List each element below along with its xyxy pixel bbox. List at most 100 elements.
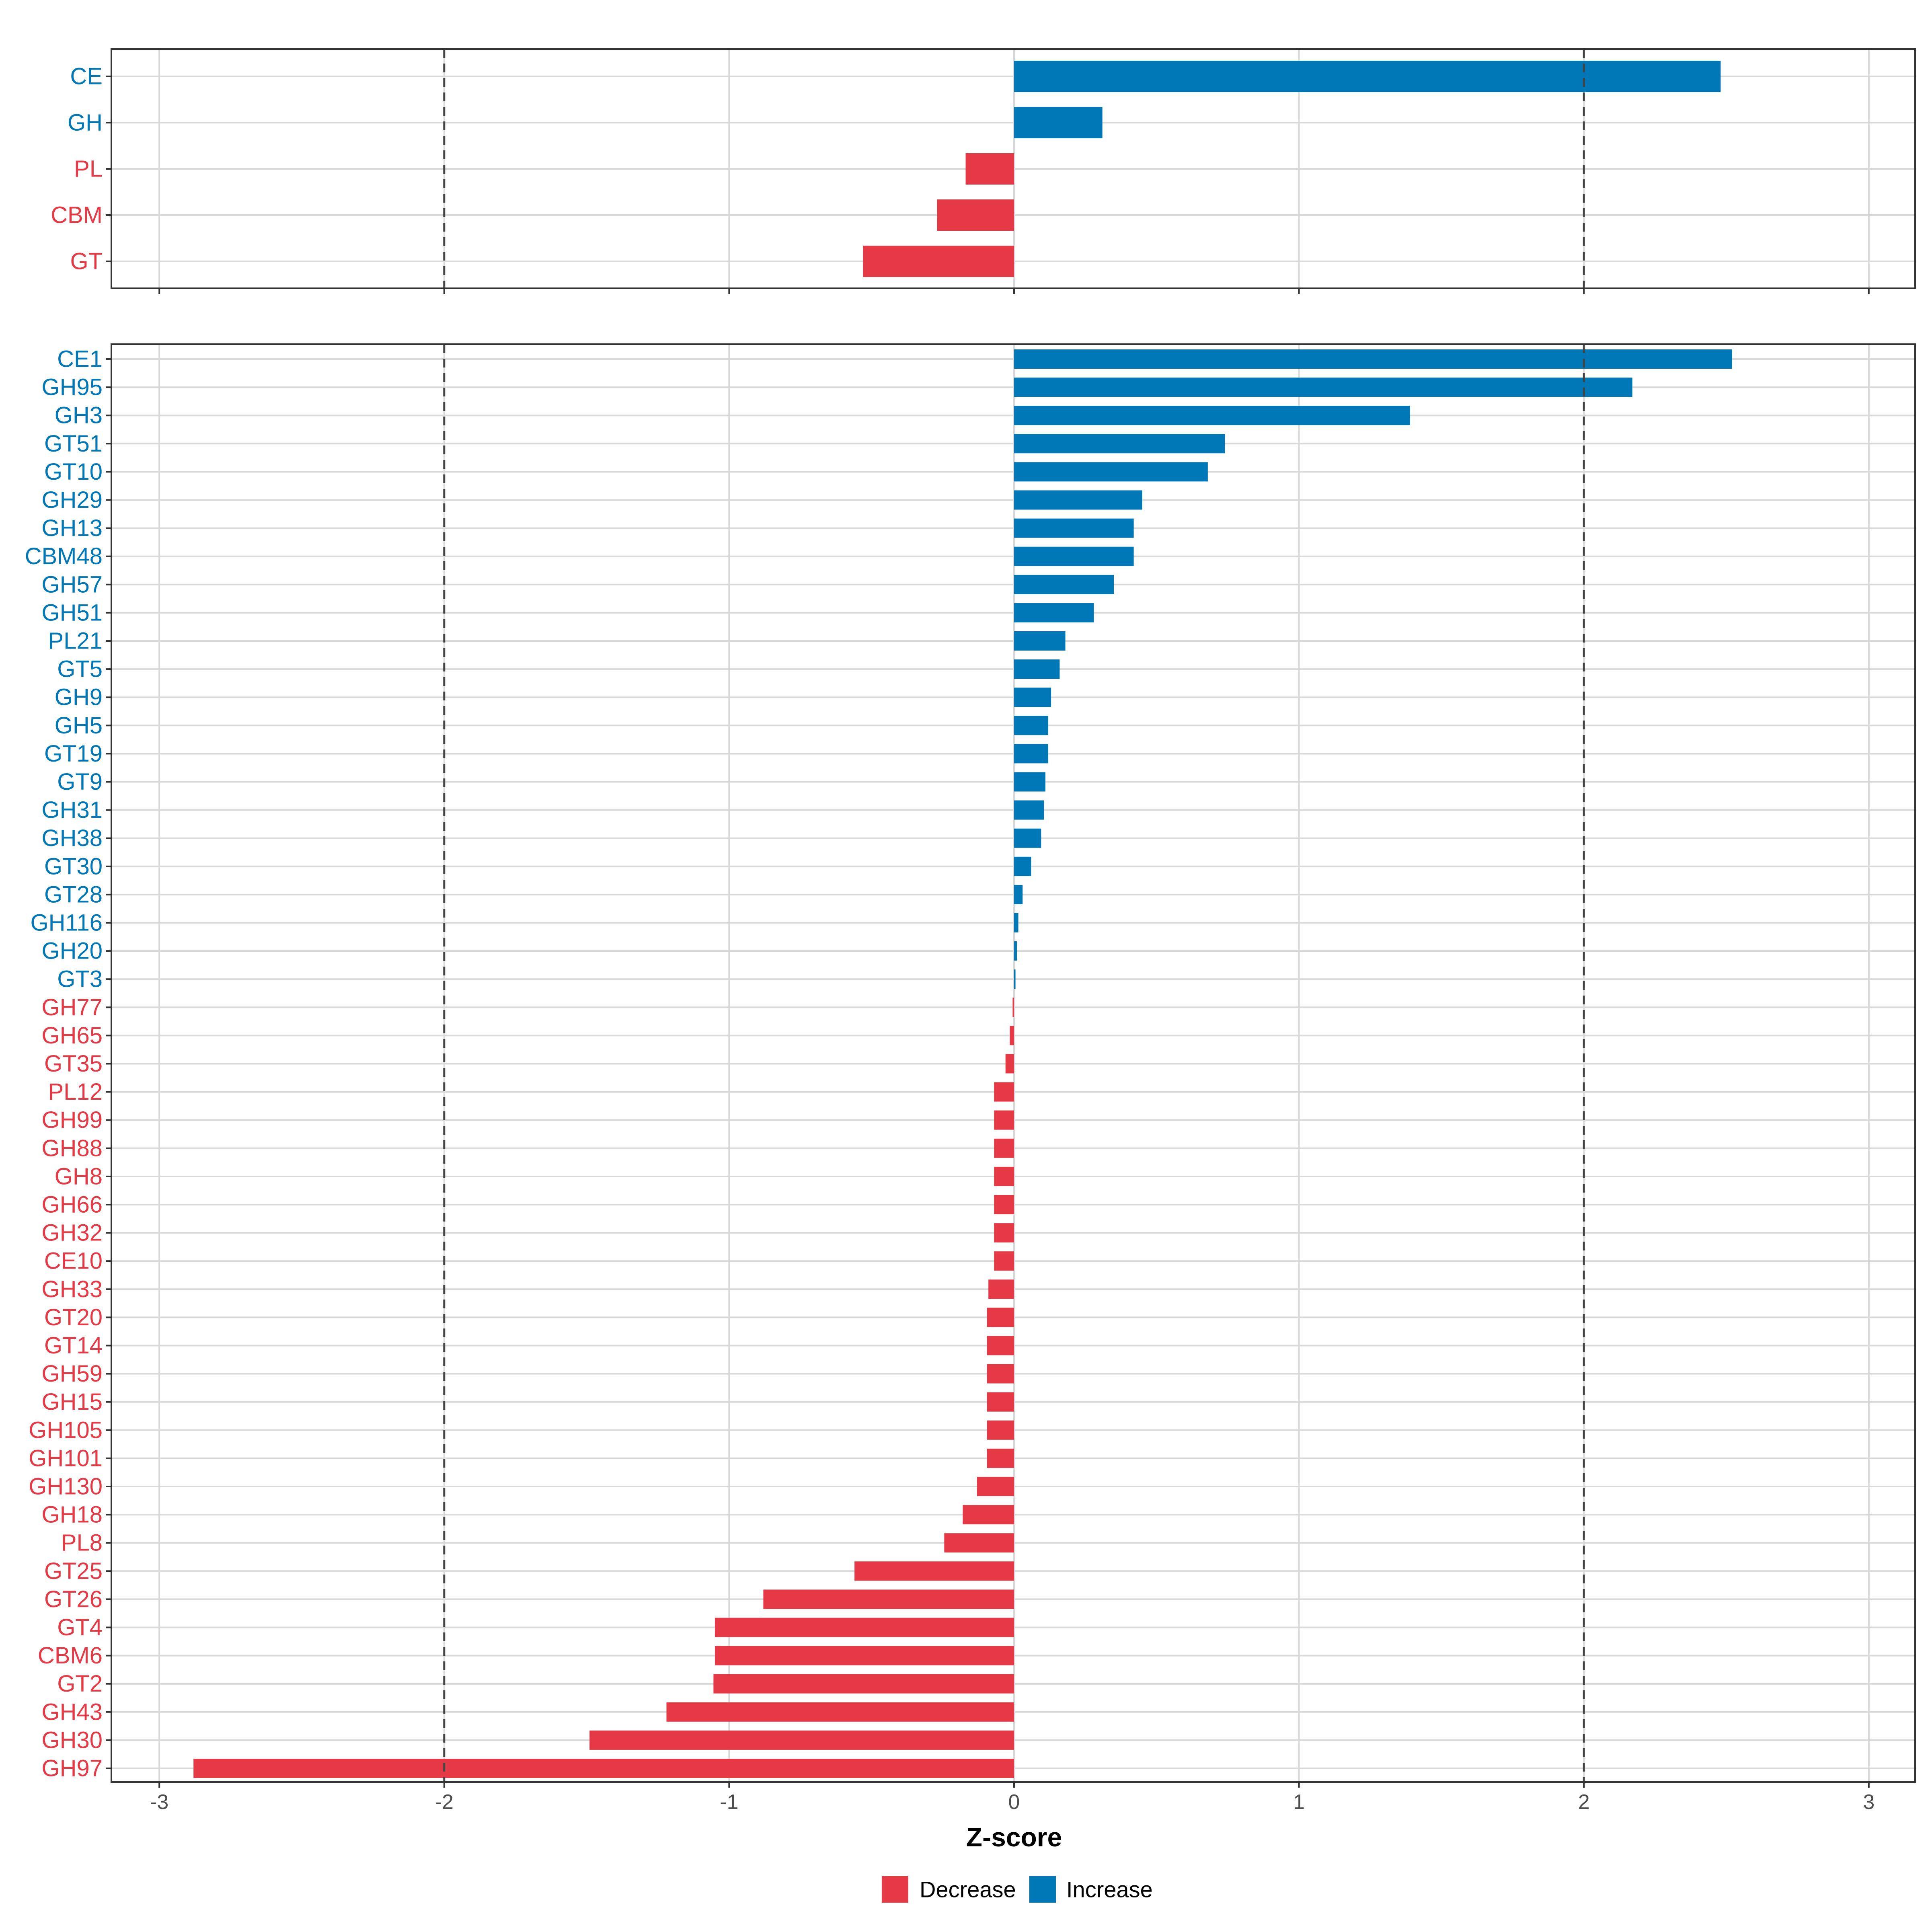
x-tick-label: -3	[150, 1790, 168, 1814]
x-axis-title: Z-score	[966, 1822, 1062, 1852]
bar-gt10	[1014, 462, 1208, 481]
bar-cbm6	[715, 1646, 1014, 1665]
bar-gh33	[988, 1279, 1014, 1299]
bar-gh95	[1014, 378, 1632, 397]
bar-gt	[863, 246, 1014, 277]
category-label-gh51: GH51	[41, 600, 103, 626]
bar-gh15	[987, 1392, 1014, 1412]
bar-pl21	[1014, 631, 1066, 651]
z-score-bar-chart: CE GH PL CBM GT CE1 GH95 GH3 GT51 GT10 GH29 GH13 CB…	[0, 0, 1930, 1930]
bar-gh13	[1014, 519, 1134, 538]
category-label-gh8: GH8	[55, 1163, 103, 1189]
category-label-gt51: GT51	[44, 431, 103, 457]
category-label-gh101: GH101	[29, 1445, 103, 1471]
bar-ce	[1014, 61, 1721, 92]
bar-gh65	[1010, 1026, 1014, 1045]
category-label-gt28: GT28	[44, 881, 103, 907]
bar-gh116	[1014, 913, 1018, 932]
bar-gh18	[963, 1505, 1014, 1524]
bar-gt5	[1014, 659, 1059, 679]
bar-gt19	[1014, 744, 1048, 763]
category-label-pl: PL	[74, 156, 103, 182]
bar-gt51	[1014, 434, 1225, 453]
bar-gh29	[1014, 491, 1142, 510]
legend-swatch-increase	[1029, 1876, 1056, 1903]
bar-cbm	[937, 199, 1014, 231]
bar-gh77	[1012, 998, 1014, 1017]
bar-gh105	[987, 1421, 1014, 1440]
category-label-cbm: CBM	[51, 202, 103, 228]
bar-gh101	[987, 1449, 1014, 1468]
category-label-gh88: GH88	[41, 1135, 103, 1161]
category-label-pl12: PL12	[48, 1079, 103, 1105]
category-label-gh116: GH116	[31, 910, 103, 936]
bar-gh66	[994, 1195, 1014, 1214]
bar-gh8	[994, 1167, 1014, 1186]
category-label-gh15: GH15	[41, 1389, 103, 1415]
category-label-gt10: GT10	[44, 459, 103, 485]
category-label-gh20: GH20	[41, 938, 103, 964]
bar-gt25	[854, 1561, 1014, 1581]
bar-gh88	[994, 1139, 1014, 1158]
bar-gh51	[1014, 603, 1094, 622]
category-label-gt9: GT9	[57, 769, 103, 795]
category-label-gh38: GH38	[41, 825, 103, 851]
bar-pl12	[994, 1082, 1014, 1102]
bar-gt28	[1014, 885, 1022, 904]
bar-pl8	[944, 1533, 1014, 1552]
bar-gt9	[1014, 772, 1045, 792]
chart-canvas: CEGHPLCBMGT CE1GH95GH3GT51GT10GH29GH13CB…	[0, 0, 1930, 1930]
bar-ce1	[1014, 349, 1732, 369]
category-label-gh29: GH29	[41, 487, 103, 513]
category-label-gh18: GH18	[41, 1502, 103, 1528]
bar-gh97	[193, 1759, 1014, 1778]
x-tick-label: -2	[435, 1790, 454, 1814]
category-label-gt30: GT30	[44, 853, 103, 879]
category-label-gh9: GH9	[55, 684, 103, 710]
category-label-gh59: GH59	[41, 1361, 103, 1387]
category-label-ce: CE	[70, 64, 103, 90]
bar-gh57	[1014, 575, 1114, 594]
category-label-gh65: GH65	[41, 1022, 103, 1049]
bar-gt26	[763, 1589, 1014, 1609]
bar-gt35	[1006, 1054, 1014, 1074]
bar-cbm48	[1014, 547, 1134, 566]
bar-gh59	[987, 1364, 1014, 1384]
category-label-ce1: CE1	[57, 346, 103, 372]
x-tick-label: 2	[1578, 1790, 1590, 1814]
bar-gh38	[1014, 829, 1041, 848]
category-label-gh43: GH43	[41, 1699, 103, 1725]
category-label-ce10: CE10	[44, 1248, 103, 1274]
category-label-gt14: GT14	[44, 1332, 103, 1359]
bar-gt2	[713, 1674, 1014, 1694]
bar-gh30	[589, 1731, 1014, 1750]
bar-gh31	[1014, 801, 1044, 820]
category-label-gh31: GH31	[41, 797, 103, 823]
category-label-gh130: GH130	[29, 1474, 103, 1500]
category-label-gh57: GH57	[41, 571, 103, 597]
category-label-gh32: GH32	[41, 1220, 103, 1246]
category-label-gh30: GH30	[41, 1727, 103, 1753]
x-tick-label: 3	[1863, 1790, 1875, 1814]
bar-ce10	[994, 1251, 1014, 1271]
category-label-gt26: GT26	[44, 1586, 103, 1612]
legend-label-decrease: Decrease	[920, 1877, 1016, 1902]
category-label-gh77: GH77	[41, 994, 103, 1020]
bar-gt30	[1014, 857, 1031, 876]
category-label-gh5: GH5	[55, 712, 103, 739]
x-tick-label: -1	[720, 1790, 738, 1814]
category-label-gh95: GH95	[41, 374, 103, 400]
category-label-gt19: GT19	[44, 741, 103, 767]
category-label-gt: GT	[70, 248, 103, 275]
x-tick-label: 0	[1008, 1790, 1020, 1814]
category-label-gh97: GH97	[41, 1755, 103, 1782]
category-label-gh3: GH3	[55, 402, 103, 429]
legend-label-increase: Increase	[1066, 1877, 1153, 1902]
category-label-gt5: GT5	[57, 656, 103, 682]
category-label-gh33: GH33	[41, 1276, 103, 1302]
bar-gt20	[987, 1308, 1014, 1327]
category-label-gh99: GH99	[41, 1107, 103, 1133]
legend-swatch-decrease	[882, 1876, 908, 1903]
x-tick-label: 1	[1293, 1790, 1305, 1814]
category-label-gh13: GH13	[41, 515, 103, 541]
